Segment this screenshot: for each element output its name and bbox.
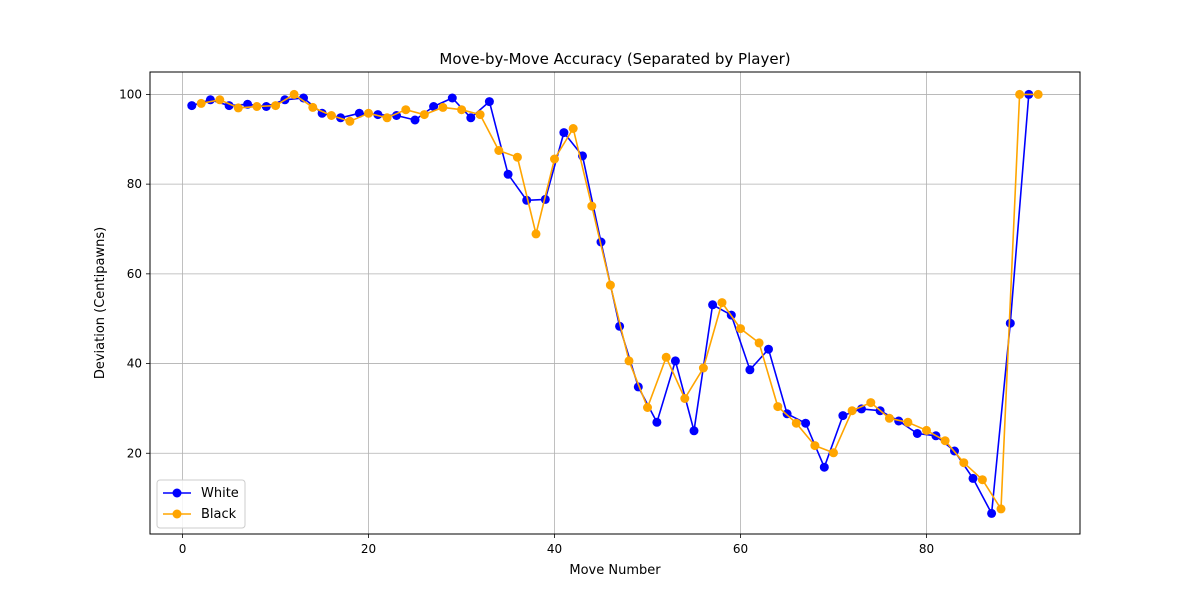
data-point-black (196, 98, 206, 108)
data-point-black (773, 402, 783, 412)
data-point-black (252, 102, 262, 111)
x-tick-label: 20 (361, 542, 376, 556)
data-point-black (810, 441, 820, 451)
data-point-white (745, 365, 755, 375)
data-point-white (670, 356, 680, 366)
data-point-black (884, 413, 894, 423)
y-tick-label: 40 (127, 357, 142, 371)
data-point-black (345, 116, 355, 126)
data-point-white (559, 128, 569, 138)
series-line-black (201, 93, 1039, 510)
x-tick-label: 40 (547, 542, 562, 556)
data-point-white (708, 300, 718, 310)
data-point-white (652, 417, 662, 427)
data-point-black (736, 324, 745, 334)
legend-white-label: White (201, 486, 239, 501)
plot-frame (149, 71, 1081, 535)
data-point-black (382, 113, 392, 123)
data-point-white (503, 169, 513, 179)
data-point-black (308, 102, 318, 112)
data-point-black (661, 352, 671, 362)
data-point-white (987, 508, 997, 518)
data-point-white (838, 411, 848, 421)
series-layer (187, 89, 1043, 518)
data-point-black (364, 108, 373, 118)
data-point-black (1033, 89, 1043, 99)
data-point-black (940, 436, 950, 446)
data-point-black (977, 475, 987, 485)
data-point-white (447, 93, 457, 103)
data-point-black (847, 406, 857, 416)
grid (150, 72, 1080, 534)
y-tick-label: 20 (127, 446, 142, 460)
data-point-white (912, 429, 922, 438)
data-point-white (466, 113, 476, 123)
ticks: 0 20 40 60 80 20 40 60 80 100 (119, 87, 934, 556)
data-point-white (819, 462, 829, 472)
data-point-white (764, 344, 773, 354)
data-point-black (959, 458, 969, 468)
data-point-black (791, 418, 801, 428)
data-point-white (484, 97, 494, 107)
data-point-black (605, 280, 615, 290)
data-point-black (457, 105, 467, 115)
data-point-black (903, 417, 913, 427)
legend: White Black (156, 479, 246, 529)
data-point-black (866, 398, 876, 408)
data-point-black (215, 95, 225, 105)
data-point-white (801, 418, 811, 428)
data-point-white (968, 473, 978, 483)
data-point-black (475, 110, 485, 120)
data-point-black (550, 154, 559, 164)
data-point-black (419, 110, 429, 120)
data-point-white (1005, 318, 1015, 328)
data-point-black (717, 298, 727, 308)
data-point-black (531, 229, 541, 239)
data-point-black (1015, 89, 1025, 99)
data-point-black (754, 338, 764, 348)
data-point-black (996, 504, 1006, 514)
data-point-black (698, 363, 708, 373)
legend-black-label: Black (201, 507, 237, 522)
x-axis-label: Move Number (569, 563, 661, 578)
x-tick-label: 60 (733, 542, 748, 556)
data-point-black (271, 101, 281, 111)
legend-white-marker (172, 488, 182, 498)
data-point-white (429, 102, 439, 111)
data-point-black (326, 111, 336, 120)
series-black (196, 89, 1043, 514)
data-point-white (689, 426, 699, 436)
data-point-black (643, 403, 652, 412)
data-point-black (587, 201, 597, 211)
data-point-black (233, 103, 243, 113)
data-point-black (680, 394, 690, 403)
x-tick-label: 80 (919, 542, 934, 556)
data-point-black (438, 102, 448, 112)
y-tick-label: 60 (127, 267, 142, 281)
y-tick-label: 100 (119, 87, 142, 101)
chart-title: Move-by-Move Accuracy (Separated by Play… (439, 50, 790, 68)
data-point-black (568, 124, 578, 133)
data-point-black (829, 448, 838, 458)
data-point-black (401, 105, 411, 115)
data-point-black (922, 425, 931, 435)
data-point-white (410, 115, 420, 125)
x-tick-label: 0 (179, 542, 187, 556)
data-point-white (187, 101, 197, 111)
data-point-black (494, 146, 504, 155)
legend-black-marker (172, 509, 182, 519)
data-point-white (857, 404, 866, 414)
data-point-black (289, 89, 299, 99)
y-axis-label: Deviation (Centipawns) (93, 227, 108, 379)
data-point-black (512, 152, 522, 162)
data-point-black (624, 356, 634, 366)
y-tick-label: 80 (127, 177, 142, 191)
